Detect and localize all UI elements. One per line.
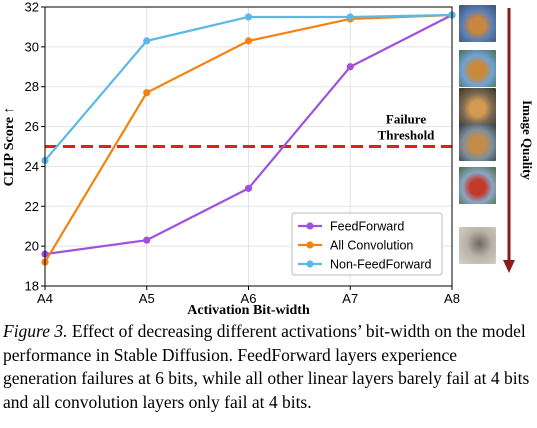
legend-label-0: FeedForward xyxy=(330,220,404,234)
caption-text: Effect of decreasing different activatio… xyxy=(3,321,530,412)
series-2-point-3 xyxy=(346,13,354,21)
series-1-point-1 xyxy=(143,89,151,97)
y-tick-label-5: 28 xyxy=(25,79,39,94)
image-quality-label: Image Quality xyxy=(520,100,535,180)
y-axis-title: CLIP Score ↑ xyxy=(2,107,17,187)
cars-image-icon xyxy=(459,167,496,204)
x-tick-label-0: A4 xyxy=(37,291,53,306)
x-tick-label-2: A6 xyxy=(241,291,257,306)
x-axis-title: Activation Bit-width xyxy=(187,303,310,318)
series-2-point-2 xyxy=(244,13,253,21)
figure-caption: Figure 3. Effect of decreasing different… xyxy=(3,320,535,414)
series-1-point-2 xyxy=(244,37,253,45)
y-tick-label-2: 22 xyxy=(25,199,39,214)
x-tick-label-1: A5 xyxy=(139,291,155,306)
y-tick-label-1: 20 xyxy=(25,239,39,254)
y-tick-label-6: 30 xyxy=(25,39,39,54)
series-0-point-1 xyxy=(143,236,151,244)
legend: FeedForward All Convolution Non-FeedForwar… xyxy=(291,212,443,276)
threshold-label-line2: Threshold xyxy=(378,128,436,143)
y-tick-label-4: 26 xyxy=(25,119,39,134)
y-tick-label-3: 24 xyxy=(25,159,39,174)
legend-swatch-dot-0 xyxy=(306,222,314,230)
series-0-point-3 xyxy=(346,63,354,71)
image-quality-indicator: Image Quality xyxy=(503,8,535,273)
image-quality-arrow-head xyxy=(503,260,515,273)
threshold-label-line1: Failure xyxy=(386,112,426,127)
y-tick-label-7: 32 xyxy=(25,0,39,15)
series-2-point-1 xyxy=(143,37,151,45)
axes: 18 20 22 24 26 28 30 32 A4 A5 A6 A7 A8 Activation Bit… xyxy=(2,0,460,318)
x-tick-label-4: A8 xyxy=(444,291,460,306)
dog-image-1-icon xyxy=(459,5,496,42)
y-tick-label-0: 18 xyxy=(25,279,39,294)
series-0-point-2 xyxy=(244,184,253,192)
dog-image-4-icon xyxy=(459,124,496,161)
dog-image-3-icon xyxy=(459,88,496,125)
dog-image-2-icon xyxy=(459,50,496,87)
noise-image-icon xyxy=(459,227,496,264)
legend-label-2: Non-FeedForward xyxy=(330,258,431,272)
legend-swatch-dot-1 xyxy=(306,241,314,249)
caption-label: Figure 3. xyxy=(3,321,68,341)
legend-box xyxy=(291,212,443,276)
x-tick-label-3: A7 xyxy=(342,291,358,306)
legend-swatch-dot-2 xyxy=(306,260,314,268)
legend-label-1: All Convolution xyxy=(330,239,413,253)
series-lines xyxy=(41,11,456,266)
